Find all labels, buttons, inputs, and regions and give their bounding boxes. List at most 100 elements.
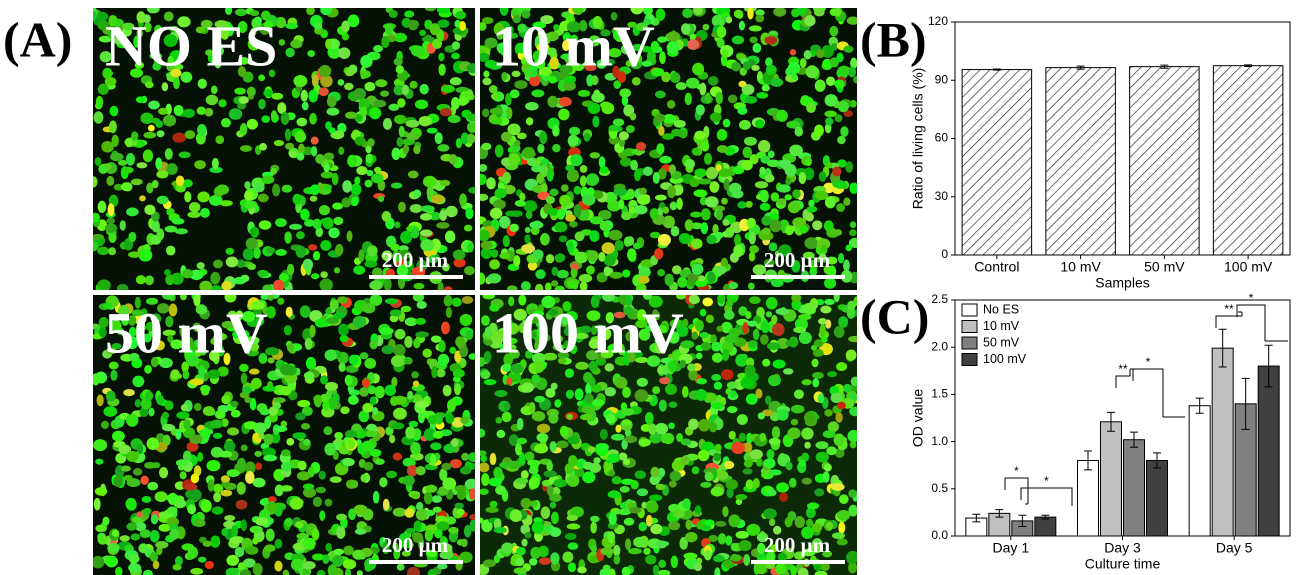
cell	[210, 419, 224, 429]
cell	[164, 148, 173, 160]
cell	[555, 335, 562, 343]
cell	[668, 331, 680, 344]
cell	[696, 275, 706, 282]
cell	[628, 206, 636, 214]
cell	[805, 507, 816, 519]
cell	[419, 213, 433, 221]
cell	[646, 501, 659, 513]
cell	[635, 319, 648, 329]
cell	[759, 189, 769, 203]
cell	[654, 248, 664, 260]
cell	[136, 511, 143, 518]
cell	[282, 569, 290, 575]
cell	[105, 347, 117, 355]
cell	[325, 307, 332, 315]
cell	[728, 281, 739, 290]
cell	[567, 241, 574, 254]
cell	[289, 497, 304, 510]
cell	[560, 53, 574, 60]
cell	[511, 70, 521, 78]
cell	[300, 89, 308, 102]
cell	[214, 410, 226, 420]
cell	[769, 219, 782, 233]
cell	[431, 495, 443, 503]
cell	[584, 63, 597, 72]
cell	[747, 282, 755, 290]
cell	[679, 359, 687, 369]
cell	[625, 331, 634, 342]
cell	[262, 447, 276, 458]
cell	[583, 132, 591, 142]
cell	[839, 494, 849, 505]
cell	[242, 558, 256, 568]
cell	[415, 466, 426, 476]
cell	[721, 197, 728, 205]
cell	[755, 14, 765, 23]
cell	[193, 518, 206, 528]
cell	[694, 168, 707, 178]
cell	[826, 76, 836, 86]
cell	[668, 164, 676, 175]
cell	[434, 132, 443, 145]
cell	[745, 393, 758, 405]
cell	[316, 569, 326, 575]
bar	[1100, 421, 1122, 537]
cell	[233, 276, 247, 285]
cell	[169, 25, 180, 33]
cell	[144, 204, 156, 215]
cell	[766, 551, 776, 563]
cell	[338, 146, 345, 155]
cell	[487, 273, 502, 284]
cell	[420, 205, 435, 213]
cell	[540, 15, 554, 25]
cell	[215, 46, 225, 56]
cell	[272, 183, 281, 197]
cell	[818, 253, 827, 261]
cell	[490, 332, 504, 344]
cell	[277, 102, 287, 114]
cell	[445, 413, 455, 424]
cell	[538, 325, 547, 333]
cell	[575, 332, 589, 340]
cell	[93, 555, 105, 569]
cell	[601, 242, 615, 254]
cell	[439, 468, 448, 481]
cell	[503, 402, 510, 412]
cell	[815, 441, 829, 450]
cell	[525, 210, 533, 220]
cell	[827, 265, 837, 279]
cell	[636, 194, 651, 205]
cell	[214, 61, 221, 69]
cell	[144, 275, 154, 286]
cell	[103, 406, 118, 417]
cell	[523, 200, 538, 212]
cell	[507, 123, 521, 136]
cell	[322, 554, 330, 565]
cell	[574, 231, 585, 242]
cell	[494, 144, 504, 158]
cell	[384, 298, 398, 305]
cell	[704, 471, 714, 482]
cell	[459, 193, 467, 207]
cell	[658, 125, 665, 136]
cell	[592, 15, 603, 29]
cell	[354, 528, 367, 535]
cell	[342, 458, 355, 467]
cell	[305, 356, 317, 370]
cell	[711, 402, 724, 410]
cell	[419, 29, 427, 37]
cell	[567, 542, 579, 550]
cell	[480, 193, 489, 201]
cell	[480, 357, 486, 367]
cell	[778, 244, 792, 257]
cell	[120, 465, 131, 472]
cell	[105, 390, 116, 402]
cell	[619, 485, 630, 493]
cell	[156, 170, 169, 179]
cell	[804, 15, 816, 27]
cell	[143, 131, 157, 139]
cell	[704, 392, 717, 402]
cell	[351, 196, 359, 207]
cell	[620, 44, 634, 55]
